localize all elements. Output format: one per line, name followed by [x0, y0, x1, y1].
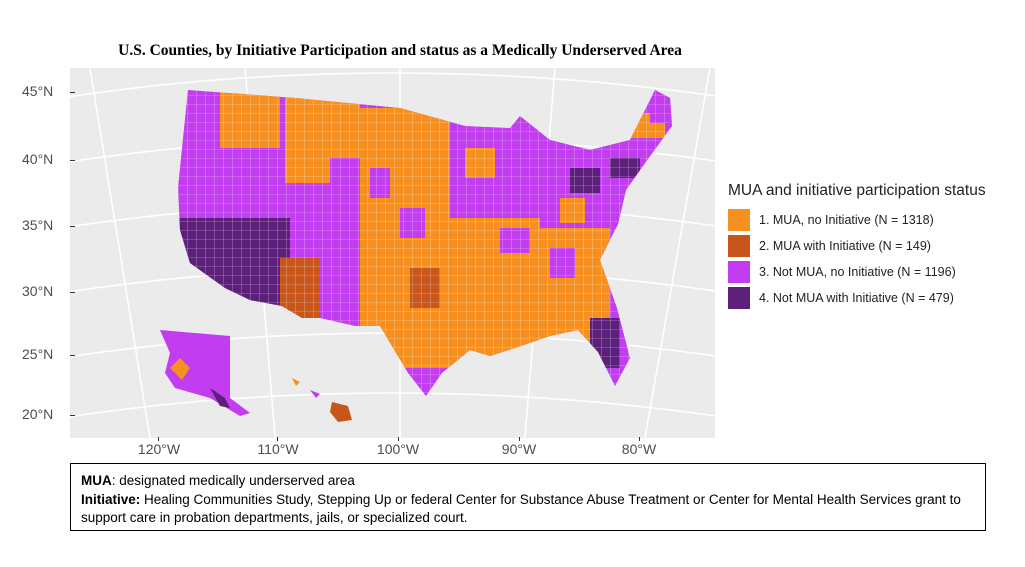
legend-label: 3. Not MUA, no Initiative (N = 1196)	[759, 265, 956, 279]
lon-tick-90	[519, 437, 520, 441]
lon-label-120: 120°W	[137, 441, 181, 457]
lon-label-90: 90°W	[501, 441, 537, 457]
lon-label-80: 80°W	[621, 441, 657, 457]
legend-swatch	[728, 287, 750, 309]
legend-item: 4. Not MUA with Initiative (N = 479)	[728, 285, 986, 311]
lat-label-30: 30°N	[22, 283, 76, 299]
lat-label-25: 25°N	[22, 346, 76, 362]
initiative-term: Initiative:	[81, 491, 141, 507]
legend-label: 4. Not MUA with Initiative (N = 479)	[759, 291, 954, 305]
lon-tick-80	[639, 437, 640, 441]
lat-label-20: 20°N	[22, 406, 76, 422]
legend-title: MUA and initiative participation status	[728, 182, 986, 199]
legend-item: 3. Not MUA, no Initiative (N = 1196)	[728, 259, 986, 285]
mua-definition: MUA: designated medically underserved ar…	[81, 472, 975, 491]
legend-item: 2. MUA with Initiative (N = 149)	[728, 233, 986, 259]
legend: MUA and initiative participation status …	[728, 182, 986, 311]
initiative-definition-text: Healing Communities Study, Stepping Up o…	[81, 491, 961, 526]
hawaii	[292, 378, 352, 422]
lon-label-100: 100°W	[376, 441, 420, 457]
conterminous-us	[178, 90, 672, 396]
map-panel	[70, 68, 715, 438]
legend-swatch	[728, 261, 750, 283]
definitions-box: MUA: designated medically underserved ar…	[70, 463, 986, 531]
legend-item: 1. MUA, no Initiative (N = 1318)	[728, 207, 986, 233]
legend-swatch	[728, 235, 750, 257]
lon-tick-120	[158, 437, 159, 441]
legend-swatch	[728, 209, 750, 231]
mua-definition-text: : designated medically underserved area	[111, 473, 355, 488]
lat-label-40: 40°N	[22, 151, 76, 167]
alaska	[160, 330, 250, 416]
mua-term: MUA	[81, 473, 112, 488]
us-county-map	[70, 68, 715, 438]
lon-tick-110	[277, 437, 278, 441]
lat-label-35: 35°N	[22, 217, 76, 233]
initiative-definition: Initiative: Healing Communities Study, S…	[81, 491, 975, 528]
lon-tick-100	[398, 437, 399, 441]
legend-label: 1. MUA, no Initiative (N = 1318)	[759, 213, 934, 227]
legend-label: 2. MUA with Initiative (N = 149)	[759, 239, 931, 253]
map-title: U.S. Counties, by Initiative Participati…	[118, 42, 682, 59]
lat-label-45: 45°N	[22, 83, 76, 99]
lon-label-110: 110°W	[257, 441, 299, 457]
